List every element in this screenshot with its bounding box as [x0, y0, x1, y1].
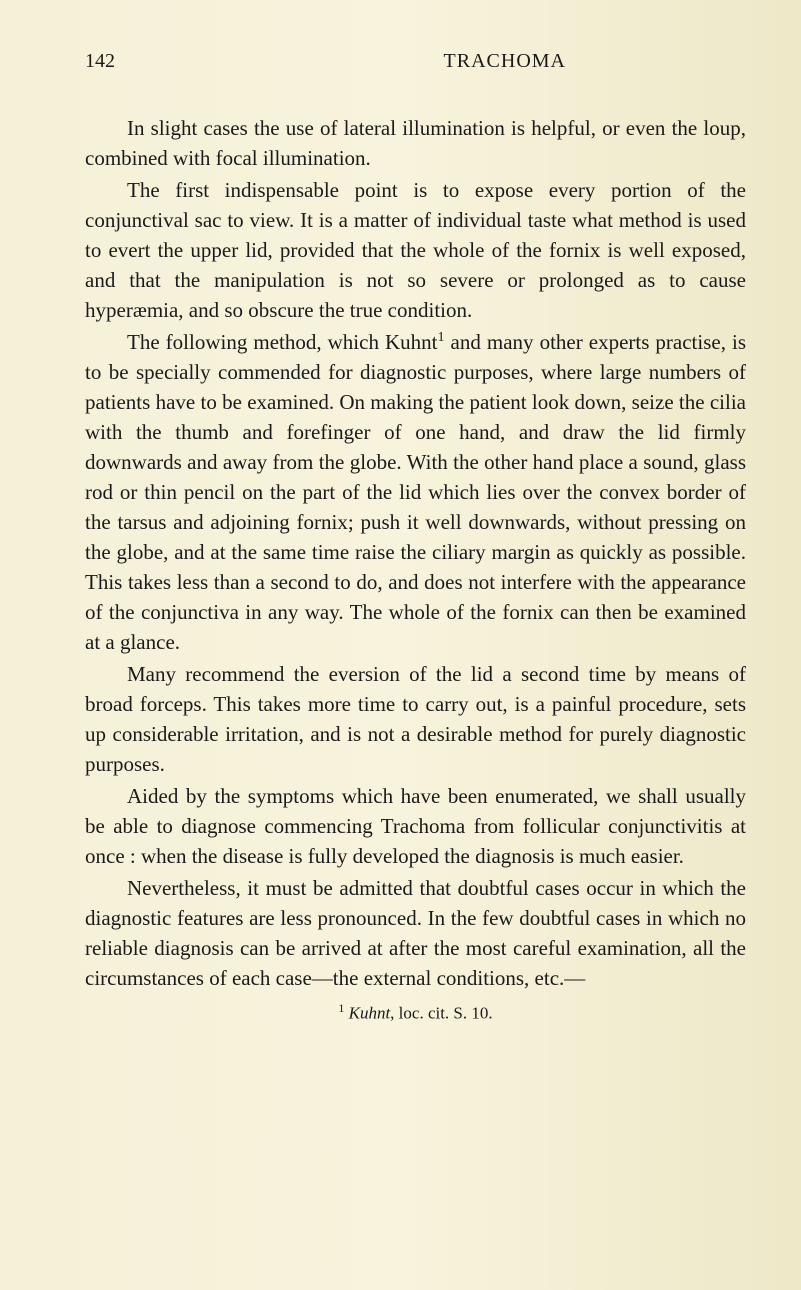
footnote-rest: , loc. cit. S. 10. [390, 1004, 492, 1023]
page-number: 142 [85, 50, 115, 73]
paragraph-2: The first indispensable point is to expo… [85, 175, 746, 325]
footnote-number: 1 [338, 1001, 344, 1015]
paragraph-3b: and many other experts practise, is to b… [85, 330, 746, 654]
paragraph-4: Many recommend the eversion of the lid a… [85, 659, 746, 779]
footnote-author: Kuhnt [349, 1004, 391, 1023]
page-header: 142 TRACHOMA [85, 50, 746, 73]
footnote: 1 Kuhnt, loc. cit. S. 10. [85, 1001, 746, 1024]
paragraph-3a: The following method, which Kuhnt [127, 330, 438, 354]
paragraph-6: Nevertheless, it must be admitted that d… [85, 873, 746, 993]
paragraph-1: In slight cases the use of lateral illum… [85, 113, 746, 173]
paragraph-3: The following method, which Kuhnt1 and m… [85, 327, 746, 657]
page-title: TRACHOMA [444, 50, 566, 73]
footnote-ref-1: 1 [438, 330, 445, 345]
paragraph-5: Aided by the symptoms which have been en… [85, 781, 746, 871]
